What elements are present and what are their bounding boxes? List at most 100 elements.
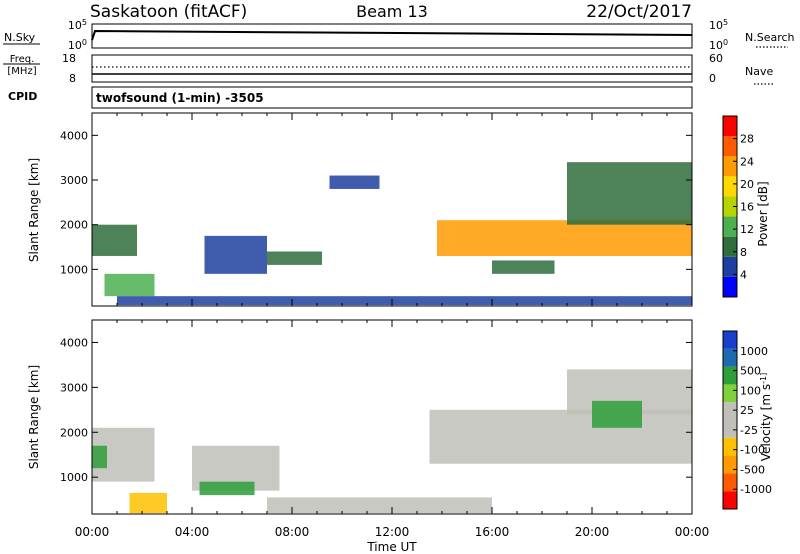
power-cbar-swatch-0	[723, 276, 737, 297]
x-tick-label-0: 00:00	[75, 525, 110, 539]
power-cbar-swatch-8	[723, 116, 737, 137]
velocity-colorbar-label: Velocity [m s-1]	[759, 373, 774, 461]
velocity-y-axis: 1000 2000 3000 4000	[60, 336, 692, 484]
vel-region-5	[267, 497, 492, 514]
superscript: 5	[723, 18, 728, 27]
power-cbar-swatch-4	[723, 196, 737, 217]
noise-left-tick-top: 105	[68, 18, 87, 33]
power-cbar-tick-label-0: 4	[740, 268, 747, 281]
power-region-7	[492, 260, 555, 274]
power-colorbar: 4 8 12 16 20 24 28	[722, 115, 754, 298]
power-colorbar-label: Power [dB]	[756, 181, 770, 246]
vel-cbar-swatch-9	[723, 331, 737, 349]
velocity-colorbar: -1000 -500 -100 -25 25 100 500 1000	[722, 330, 772, 510]
vel-y-tick-label-2: 3000	[60, 381, 88, 394]
nave-tick-top: 60	[709, 52, 723, 65]
power-panel: 1000 2000 3000 4000 Slant Range [km] 4 8 12 16…	[27, 112, 770, 307]
vel-region-6	[429, 409, 692, 464]
vel-cbar-tick-label-7: 1000	[740, 345, 768, 358]
vel-cbar-swatch-5	[723, 402, 737, 420]
power-y-tick-label-0: 1000	[60, 263, 88, 276]
freq-tick-top: 18	[62, 52, 76, 65]
power-cbar-swatch-6	[723, 156, 737, 177]
vel-y-tick-label-0: 1000	[60, 471, 88, 484]
power-region-1	[104, 273, 155, 297]
superscript: -1]	[759, 373, 768, 384]
power-cbar-swatch-7	[723, 136, 737, 157]
power-y-axis: 1000 2000 3000 4000	[60, 129, 692, 276]
vel-cbar-tick-label-6: 500	[740, 365, 761, 378]
vel-region-8	[592, 400, 642, 428]
superscript: 5	[82, 18, 87, 27]
power-cbar-tick-label-1: 8	[740, 246, 747, 259]
power-y-tick-label-3: 4000	[60, 129, 88, 142]
beam-label: Beam 13	[356, 2, 428, 21]
cpid-label: CPID	[8, 90, 37, 103]
power-region-8	[117, 296, 692, 306]
power-region-5	[437, 220, 692, 256]
x-axis-labels: 00:00 04:00 08:00 12:00 16:00 20:00 00:00	[75, 525, 710, 539]
noise-left-tick-bottom: 100	[68, 38, 87, 53]
velocity-data	[92, 369, 692, 514]
power-cbar-swatch-1	[723, 256, 737, 277]
vel-cbar-tick-label-0: -1000	[740, 483, 772, 496]
vel-cbar-swatch-3	[723, 437, 737, 456]
vel-cbar-swatch-7	[723, 366, 737, 385]
velocity-y-label: Slant Range [km]	[27, 365, 41, 469]
velocity-x-ticks	[91, 320, 693, 514]
superscript: 0	[82, 38, 87, 47]
freq-panel: Freq. [MHz] 18 8 60 0 Nave	[3, 52, 774, 85]
vel-cbar-frame	[722, 330, 738, 510]
power-y-tick-label-2: 3000	[60, 174, 88, 187]
power-region-0	[92, 224, 137, 256]
freq-panel-frame	[91, 54, 693, 83]
freq-label-top: Freq.	[10, 54, 35, 65]
power-cbar-tick-label-4: 20	[740, 178, 754, 191]
x-tick-label-3: 12:00	[375, 525, 410, 539]
vel-region-1	[92, 445, 107, 469]
power-cbar-tick-label-5: 24	[740, 155, 754, 168]
x-tick-label-6: 00:00	[675, 525, 710, 539]
superscript: 0	[723, 38, 728, 47]
vel-cbar-swatch-4	[723, 420, 737, 438]
cpid-panel-frame	[91, 86, 693, 109]
power-y-label: Slant Range [km]	[27, 158, 41, 262]
power-cbar-swatch-2	[723, 236, 737, 257]
vel-cbar-swatch-1	[723, 473, 737, 492]
power-cbar-tick-label-6: 28	[740, 133, 754, 146]
power-region-2	[204, 235, 267, 274]
noise-right-label: N.Search	[745, 31, 795, 44]
vel-y-tick-label-1: 2000	[60, 426, 88, 439]
power-cbar-tick-label-2: 12	[740, 223, 754, 236]
power-cbar-tick-label-3: 16	[740, 201, 754, 214]
vel-region-2	[129, 492, 167, 514]
power-region-3	[267, 251, 322, 265]
x-tick-label-5: 20:00	[575, 525, 610, 539]
cpid-panel: CPID twofsound (1-min) -3505	[8, 86, 693, 109]
noise-panel: N.Sky N.Search 105 100 105 100	[3, 18, 795, 53]
vel-cbar-swatch-6	[723, 384, 737, 403]
noise-trace	[91, 29, 693, 41]
nave-label: Nave	[745, 65, 773, 78]
x-axis-title: Time UT	[366, 540, 417, 554]
noise-trace-line	[91, 29, 693, 41]
freq-label-bottom: [MHz]	[7, 66, 36, 77]
velocity-panel: 1000 2000 3000 4000 Slant Range [km] -1000 -…	[27, 319, 774, 515]
noise-left-label: N.Sky	[4, 31, 36, 44]
power-cbar-swatch-5	[723, 176, 737, 197]
power-x-ticks	[91, 113, 693, 306]
x-tick-label-2: 08:00	[275, 525, 310, 539]
vel-cbar-swatch-8	[723, 348, 737, 367]
vel-cbar-tick-label-1: -500	[740, 463, 765, 476]
power-region-4	[329, 175, 380, 189]
noise-panel-frame	[91, 23, 693, 49]
power-region-6	[567, 162, 692, 225]
vel-cbar-tick-label-2: -100	[740, 444, 765, 457]
station-title: Saskatoon (fitACF)	[90, 2, 247, 22]
cpid-text: twofsound (1-min) -3505	[96, 91, 264, 105]
date-label: 22/Oct/2017	[586, 2, 692, 22]
vel-y-tick-label-3: 4000	[60, 336, 88, 349]
vel-cbar-swatch-0	[723, 491, 737, 509]
